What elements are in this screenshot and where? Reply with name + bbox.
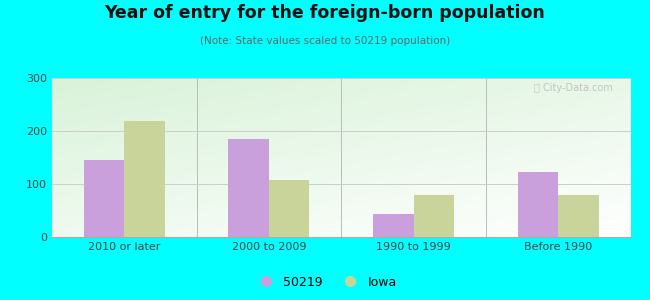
Bar [228, 139, 269, 237]
Bar [413, 195, 454, 237]
Bar [517, 172, 558, 237]
Bar [269, 180, 309, 237]
Bar [124, 122, 165, 237]
Text: ⓘ City-Data.com: ⓘ City-Data.com [534, 83, 613, 93]
Bar [84, 160, 124, 237]
Text: Year of entry for the foreign-born population: Year of entry for the foreign-born popul… [105, 4, 545, 22]
Bar [373, 214, 413, 237]
Bar [558, 195, 599, 237]
Legend: 50219, Iowa: 50219, Iowa [248, 271, 402, 294]
Text: (Note: State values scaled to 50219 population): (Note: State values scaled to 50219 popu… [200, 36, 450, 46]
